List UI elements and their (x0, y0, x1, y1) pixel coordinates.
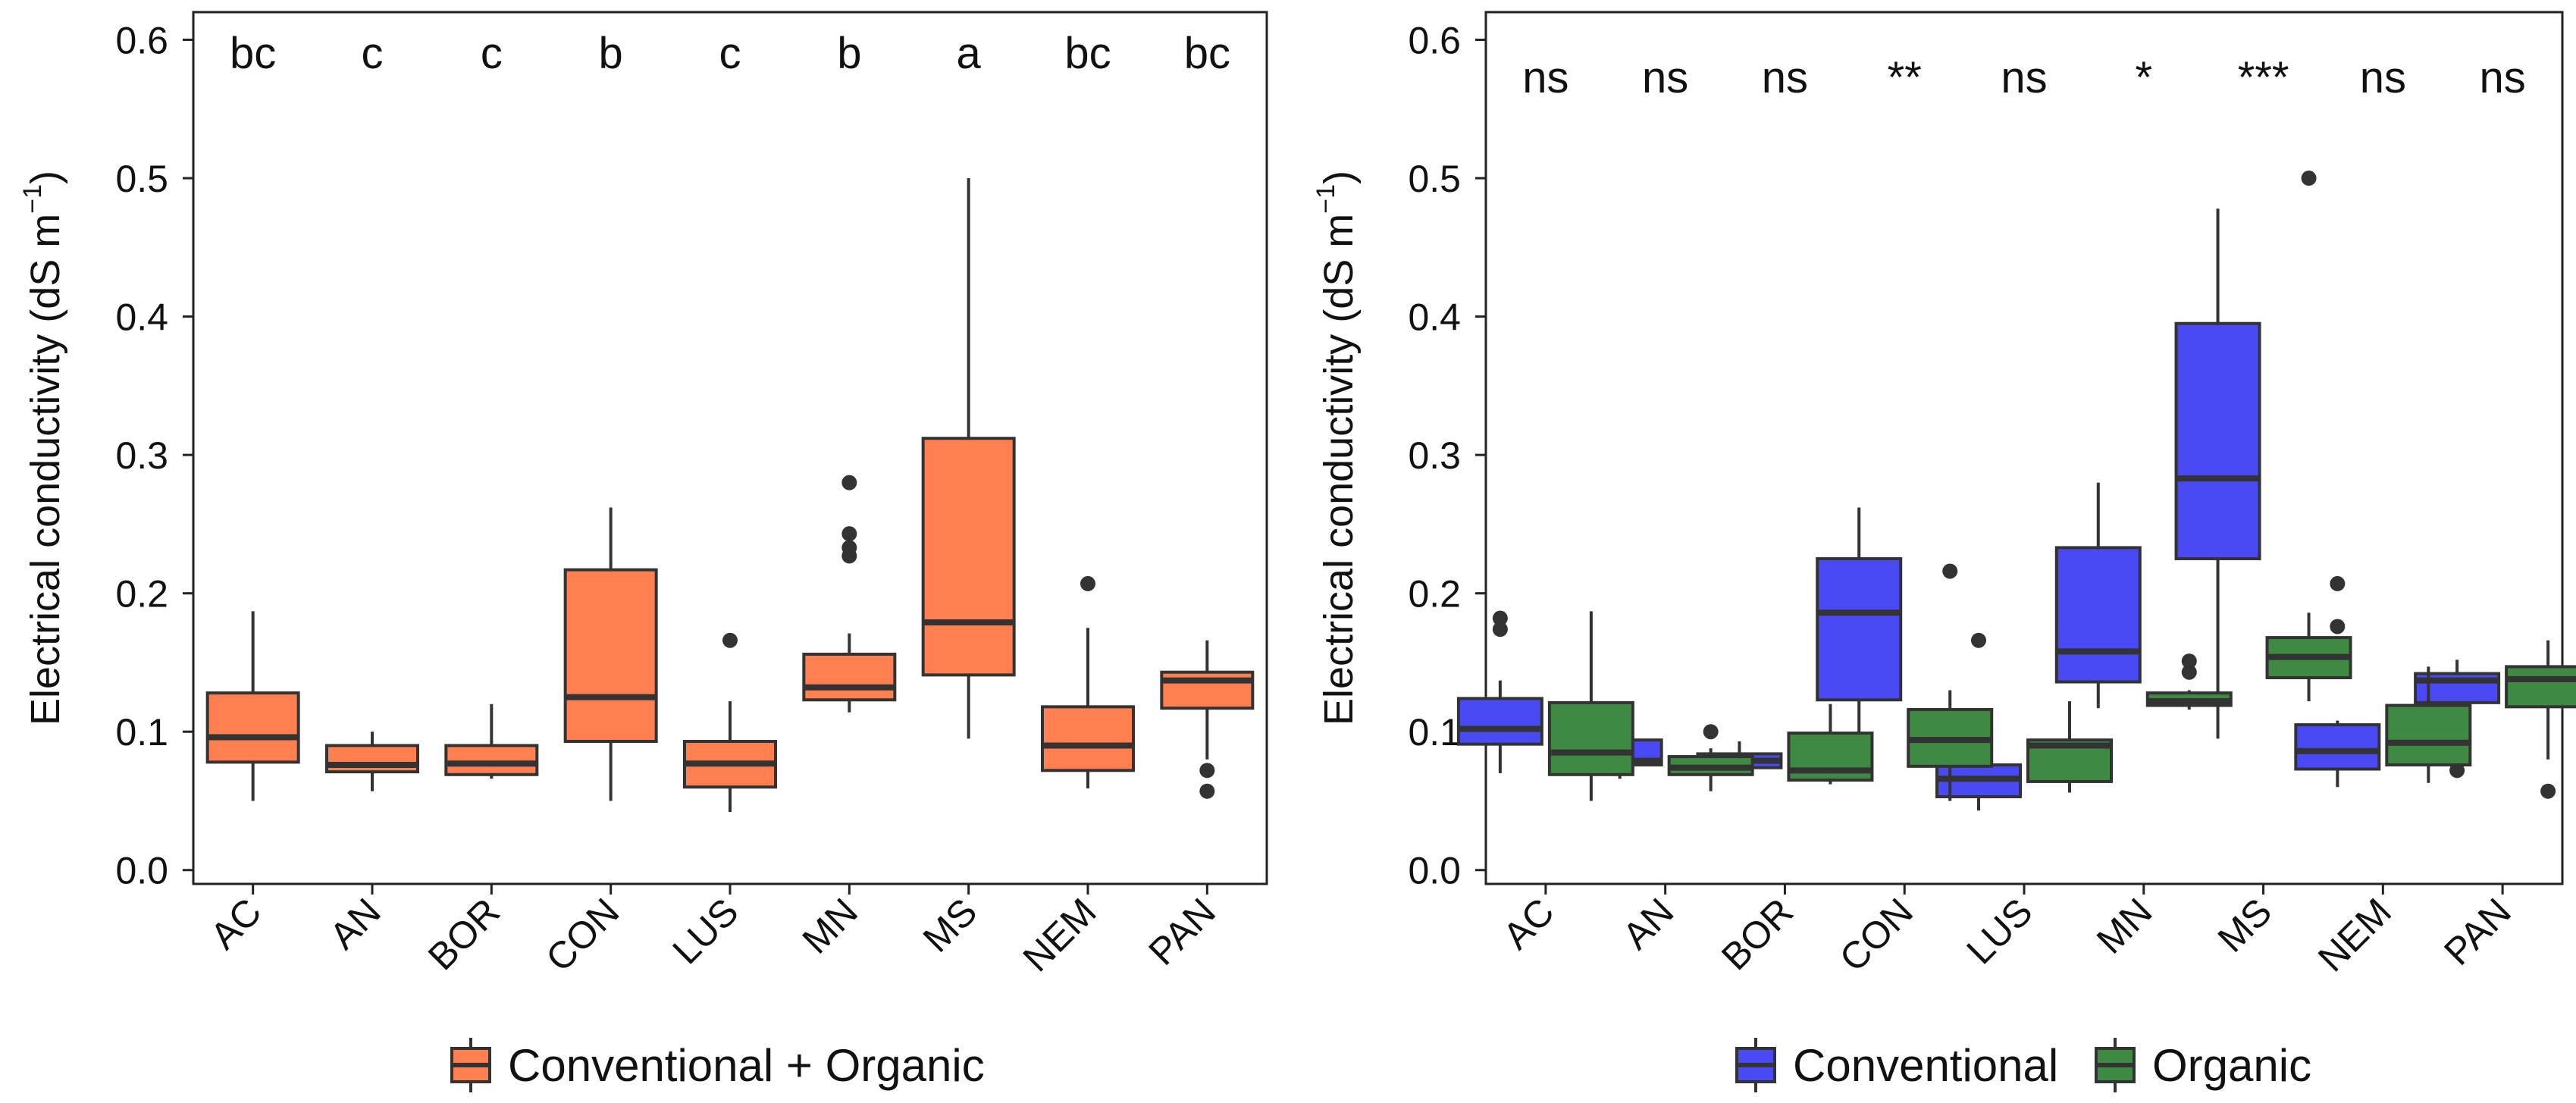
significance-label: a (957, 29, 982, 78)
y-tick-label: 0.1 (115, 711, 168, 754)
outlier-point (1492, 622, 1508, 638)
y-tick-label: 0.0 (115, 850, 168, 892)
outlier-point (1492, 610, 1508, 626)
y-tick-label: 0.5 (115, 158, 168, 200)
box-iqr (205, 691, 300, 764)
right-legend: Conventional Organic (1735, 1038, 2311, 1092)
box-iqr (2054, 546, 2142, 684)
box-iqr (1816, 557, 1903, 702)
outlier-point (2301, 171, 2317, 186)
y-tick-label: 0.4 (1408, 296, 1461, 339)
significance-label: ns (1762, 53, 1808, 102)
y-tick-label: 0.2 (1408, 573, 1461, 616)
box-iqr (2505, 665, 2576, 709)
significance-label: * (2135, 53, 2152, 102)
box-iqr (563, 568, 658, 743)
y-tick-label: 0.6 (115, 20, 168, 62)
significance-label: b (837, 29, 861, 78)
y-tick-label: 0.1 (1408, 711, 1461, 754)
significance-label: b (599, 29, 623, 78)
box-iqr (1456, 697, 1543, 746)
outlier-point (1199, 763, 1215, 779)
left-legend: Conventional + Organic (450, 1038, 985, 1092)
box-iqr (921, 437, 1016, 677)
outlier-point (2540, 783, 2556, 799)
outlier-point (2330, 619, 2346, 635)
outlier-point (2181, 664, 2197, 680)
significance-label: ** (1888, 53, 1922, 102)
legend-label: Organic (2152, 1040, 2311, 1091)
y-tick-label: 0.4 (115, 296, 168, 339)
box-iqr (802, 652, 897, 702)
significance-label: ns (2001, 53, 2047, 102)
box-iqr (1041, 705, 1135, 772)
significance-label: c (362, 29, 384, 78)
outlier-point (722, 632, 738, 648)
y-tick-label: 0.3 (1408, 434, 1461, 477)
significance-label: ns (2360, 53, 2406, 102)
legend-label: Conventional (1793, 1040, 2058, 1091)
box-iqr (2174, 321, 2261, 561)
right-y-axis-label: Electrical conductivity (dS m−1) (1312, 171, 1362, 725)
y-tick-label: 0.3 (115, 434, 168, 477)
significance-label: c (719, 29, 741, 78)
outlier-point (1080, 575, 1095, 591)
legend-label: Conventional + Organic (508, 1040, 985, 1091)
outlier-point (841, 540, 857, 556)
outlier-point (2449, 763, 2465, 779)
left-y-axis-label: Electrical conductivity (dS m−1) (18, 171, 68, 725)
significance-label: ns (1522, 53, 1568, 102)
box-iqr (1547, 700, 1634, 776)
left-panel: Electrical conductivity (dS m−1) 0.0 0.1 0… (18, 11, 1268, 979)
significance-label: bc (1064, 29, 1111, 78)
outlier-point (1703, 724, 1719, 740)
y-tick-label: 0.2 (115, 573, 168, 616)
box-iqr (2294, 723, 2381, 771)
y-tick-label: 0.5 (1408, 158, 1461, 200)
box-iqr (444, 744, 539, 776)
outlier-point (2330, 575, 2346, 591)
significance-label: bc (1184, 29, 1230, 78)
y-tick-label: 0.6 (1408, 20, 1461, 62)
significance-label: c (481, 29, 503, 78)
outlier-point (1971, 632, 1986, 648)
box-iqr (2385, 703, 2472, 767)
outlier-point (2181, 653, 2197, 669)
outlier-point (1942, 563, 1958, 579)
outlier-point (1199, 783, 1215, 799)
outlier-point (841, 475, 857, 490)
significance-label: *** (2238, 53, 2289, 102)
outlier-point (841, 526, 857, 542)
significance-label: ns (1642, 53, 1688, 102)
significance-label: ns (2479, 53, 2525, 102)
y-tick-label: 0.0 (1408, 850, 1461, 892)
significance-label: bc (230, 29, 276, 78)
